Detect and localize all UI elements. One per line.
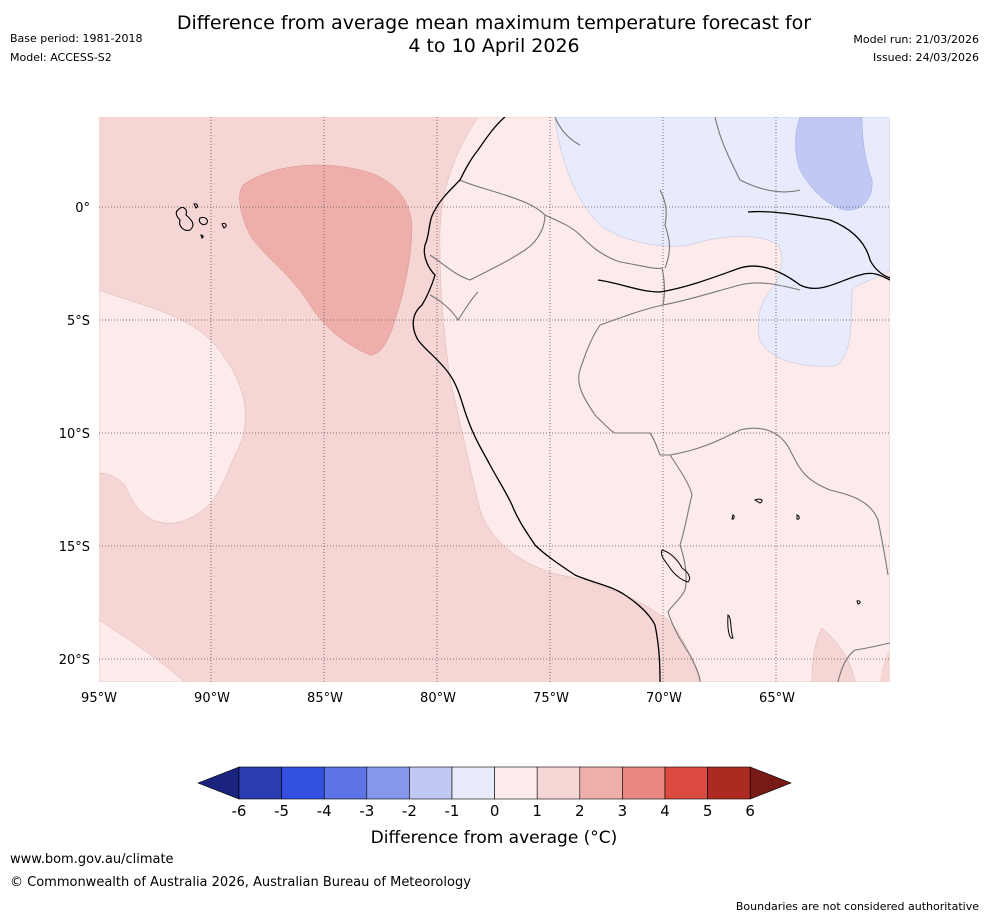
lake-titicaca: [661, 549, 691, 583]
longitude-labels: 95°W 90°W 85°W 80°W 75°W 70°W 65°W: [81, 691, 795, 706]
lon-label: 95°W: [81, 691, 117, 706]
base-period: Base period: 1981-2018: [10, 32, 143, 45]
colorbar-extend-low: [197, 766, 240, 800]
colorbar-tick-label: 5: [703, 802, 713, 820]
lon-label: 75°W: [533, 691, 569, 706]
colorbar-tick-label: 3: [618, 802, 628, 820]
colorbar-tick-label: -6: [232, 802, 247, 820]
small-lakes: [727, 498, 861, 639]
colorbar-bin: [238, 766, 282, 800]
country-borders: [429, 117, 890, 682]
copyright-notice: © Commonwealth of Australia 2026, Austra…: [10, 875, 471, 890]
colorbar-bin: [366, 766, 410, 800]
colorbar-bin: [622, 766, 666, 800]
colorbar-bin: [494, 766, 538, 800]
colorbar-bin: [579, 766, 623, 800]
colorbar: -6 -5 -4 -3 -2 -1 0 1 2 3 4 5 6: [197, 766, 792, 820]
issued-date: Issued: 24/03/2026: [872, 51, 979, 64]
colorbar-tick-label: -2: [402, 802, 417, 820]
coastline: [412, 117, 890, 682]
colorbar-tick-label: 4: [660, 802, 670, 820]
colorbar-tick-label: -5: [274, 802, 289, 820]
lon-label: 85°W: [307, 691, 343, 706]
boundaries-disclaimer: Boundaries are not considered authoritat…: [735, 900, 979, 913]
galapagos-islands: [175, 203, 227, 239]
title-line-2: 4 to 10 April 2026: [408, 35, 580, 57]
lat-label: 0°: [75, 201, 90, 216]
colorbar-bin: [451, 766, 495, 800]
anomaly-1-to-2-southeast: [811, 627, 856, 682]
colorbar-tick-label: 0: [490, 802, 500, 820]
colorbar-tick-label: -4: [317, 802, 332, 820]
lon-label: 90°W: [194, 691, 230, 706]
anomaly-0-to-1-west: [99, 289, 246, 524]
title-line-1: Difference from average mean maximum tem…: [176, 12, 812, 34]
anomaly-2-to-3-blob: [239, 164, 413, 356]
anomaly-1-to-2-east-edge: [880, 650, 890, 682]
lon-label: 65°W: [759, 691, 795, 706]
lat-label: 5°S: [67, 314, 90, 329]
colorbar-tick-label: 1: [532, 802, 542, 820]
website-link[interactable]: www.bom.gov.au/climate: [10, 852, 174, 867]
graticule: [99, 117, 890, 682]
colorbar-extend-high: [749, 766, 792, 800]
colorbar-tick-label: -1: [445, 802, 460, 820]
colorbar-bin: [536, 766, 581, 800]
lat-label: 10°S: [59, 427, 90, 442]
anomaly-0-to-1-land: [439, 117, 890, 682]
model-name: Model: ACCESS-S2: [10, 51, 112, 64]
latitude-labels: 0° 5°S 10°S 15°S 20°S: [59, 201, 90, 668]
colorbar-tick-label: -3: [359, 802, 374, 820]
map-plot-area: [99, 117, 890, 682]
lat-label: 20°S: [59, 653, 90, 668]
colorbar-bin: [281, 766, 325, 800]
colorbar-bin: [323, 766, 368, 800]
model-run: Model run: 21/03/2026: [853, 33, 979, 46]
colorbar-title: Difference from average (°C): [370, 828, 618, 848]
colorbar-tick-label: 2: [575, 802, 585, 820]
anomaly-neg-1-to-2-north: [795, 117, 873, 211]
colorbar-bin: [664, 766, 708, 800]
lon-label: 80°W: [420, 691, 456, 706]
colorbar-bin: [707, 766, 751, 800]
anomaly-0-to-1-southwest: [99, 619, 186, 682]
lat-label: 15°S: [59, 540, 90, 555]
lon-label: 70°W: [646, 691, 682, 706]
colorbar-bin: [409, 766, 453, 800]
map-title: Difference from average mean maximum tem…: [0, 12, 988, 58]
colorbar-tick-label: 6: [745, 802, 755, 820]
